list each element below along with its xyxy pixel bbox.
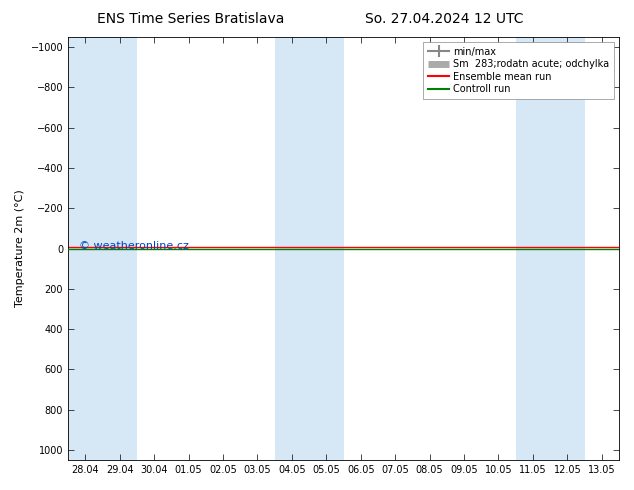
Bar [550, 37, 585, 460]
Text: ENS Time Series Bratislava: ENS Time Series Bratislava [96, 12, 284, 26]
Bar [275, 37, 309, 460]
Text: © weatheronline.cz: © weatheronline.cz [79, 242, 189, 251]
Text: So. 27.04.2024 12 UTC: So. 27.04.2024 12 UTC [365, 12, 523, 26]
Legend: min/max, Sm  283;rodatn acute; odchylka, Ensemble mean run, Controll run: min/max, Sm 283;rodatn acute; odchylka, … [423, 42, 614, 99]
Bar [68, 37, 103, 460]
Y-axis label: Temperature 2m (°C): Temperature 2m (°C) [15, 190, 25, 307]
Bar [103, 37, 137, 460]
Bar [515, 37, 550, 460]
Bar [309, 37, 344, 460]
